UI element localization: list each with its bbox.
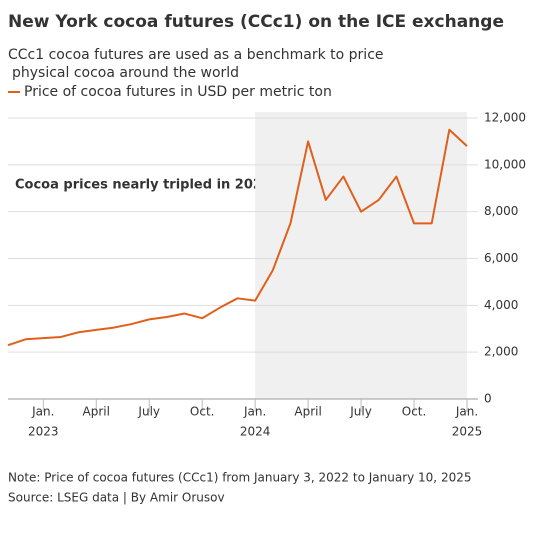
x-tick-label: Oct. (402, 405, 427, 419)
subtitle: CCc1 cocoa futures are used as a benchma… (8, 47, 384, 63)
annotation: Cocoa prices nearly tripled in 2024 (15, 178, 271, 193)
x-tick-year: 2024 (240, 425, 271, 439)
y-tick-label: 0 (484, 392, 492, 406)
x-tick-label: Jan. (455, 405, 478, 419)
chart-title: New York cocoa futures (CCc1) on the ICE… (8, 12, 504, 32)
highlight-band (255, 112, 467, 399)
x-tick-year: 2025 (452, 425, 483, 439)
x-tick-label: July (137, 405, 160, 419)
x-tick-label: April (294, 405, 321, 419)
x-tick-year: 2023 (28, 425, 59, 439)
y-tick-label: 12,000 (484, 111, 526, 125)
note: Note: Price of cocoa futures (CCc1) from… (8, 471, 471, 485)
price-line (7, 128, 468, 347)
subtitle: physical cocoa around the world (12, 65, 239, 81)
y-tick-label: 10,000 (484, 157, 526, 171)
source: Source: LSEG data | By Amir Orusov (8, 491, 225, 505)
x-tick-label: Oct. (190, 405, 215, 419)
y-tick-label: 6,000 (484, 251, 518, 265)
x-tick-label: July (349, 405, 372, 419)
legend-label: Price of cocoa futures in USD per metric… (24, 84, 332, 100)
x-tick-label: April (83, 405, 110, 419)
y-tick-label: 8,000 (484, 204, 518, 218)
y-tick-label: 2,000 (484, 345, 518, 359)
x-tick-label: Jan. (31, 405, 54, 419)
y-tick-label: 4,000 (484, 298, 518, 312)
x-tick-label: Jan. (243, 405, 266, 419)
